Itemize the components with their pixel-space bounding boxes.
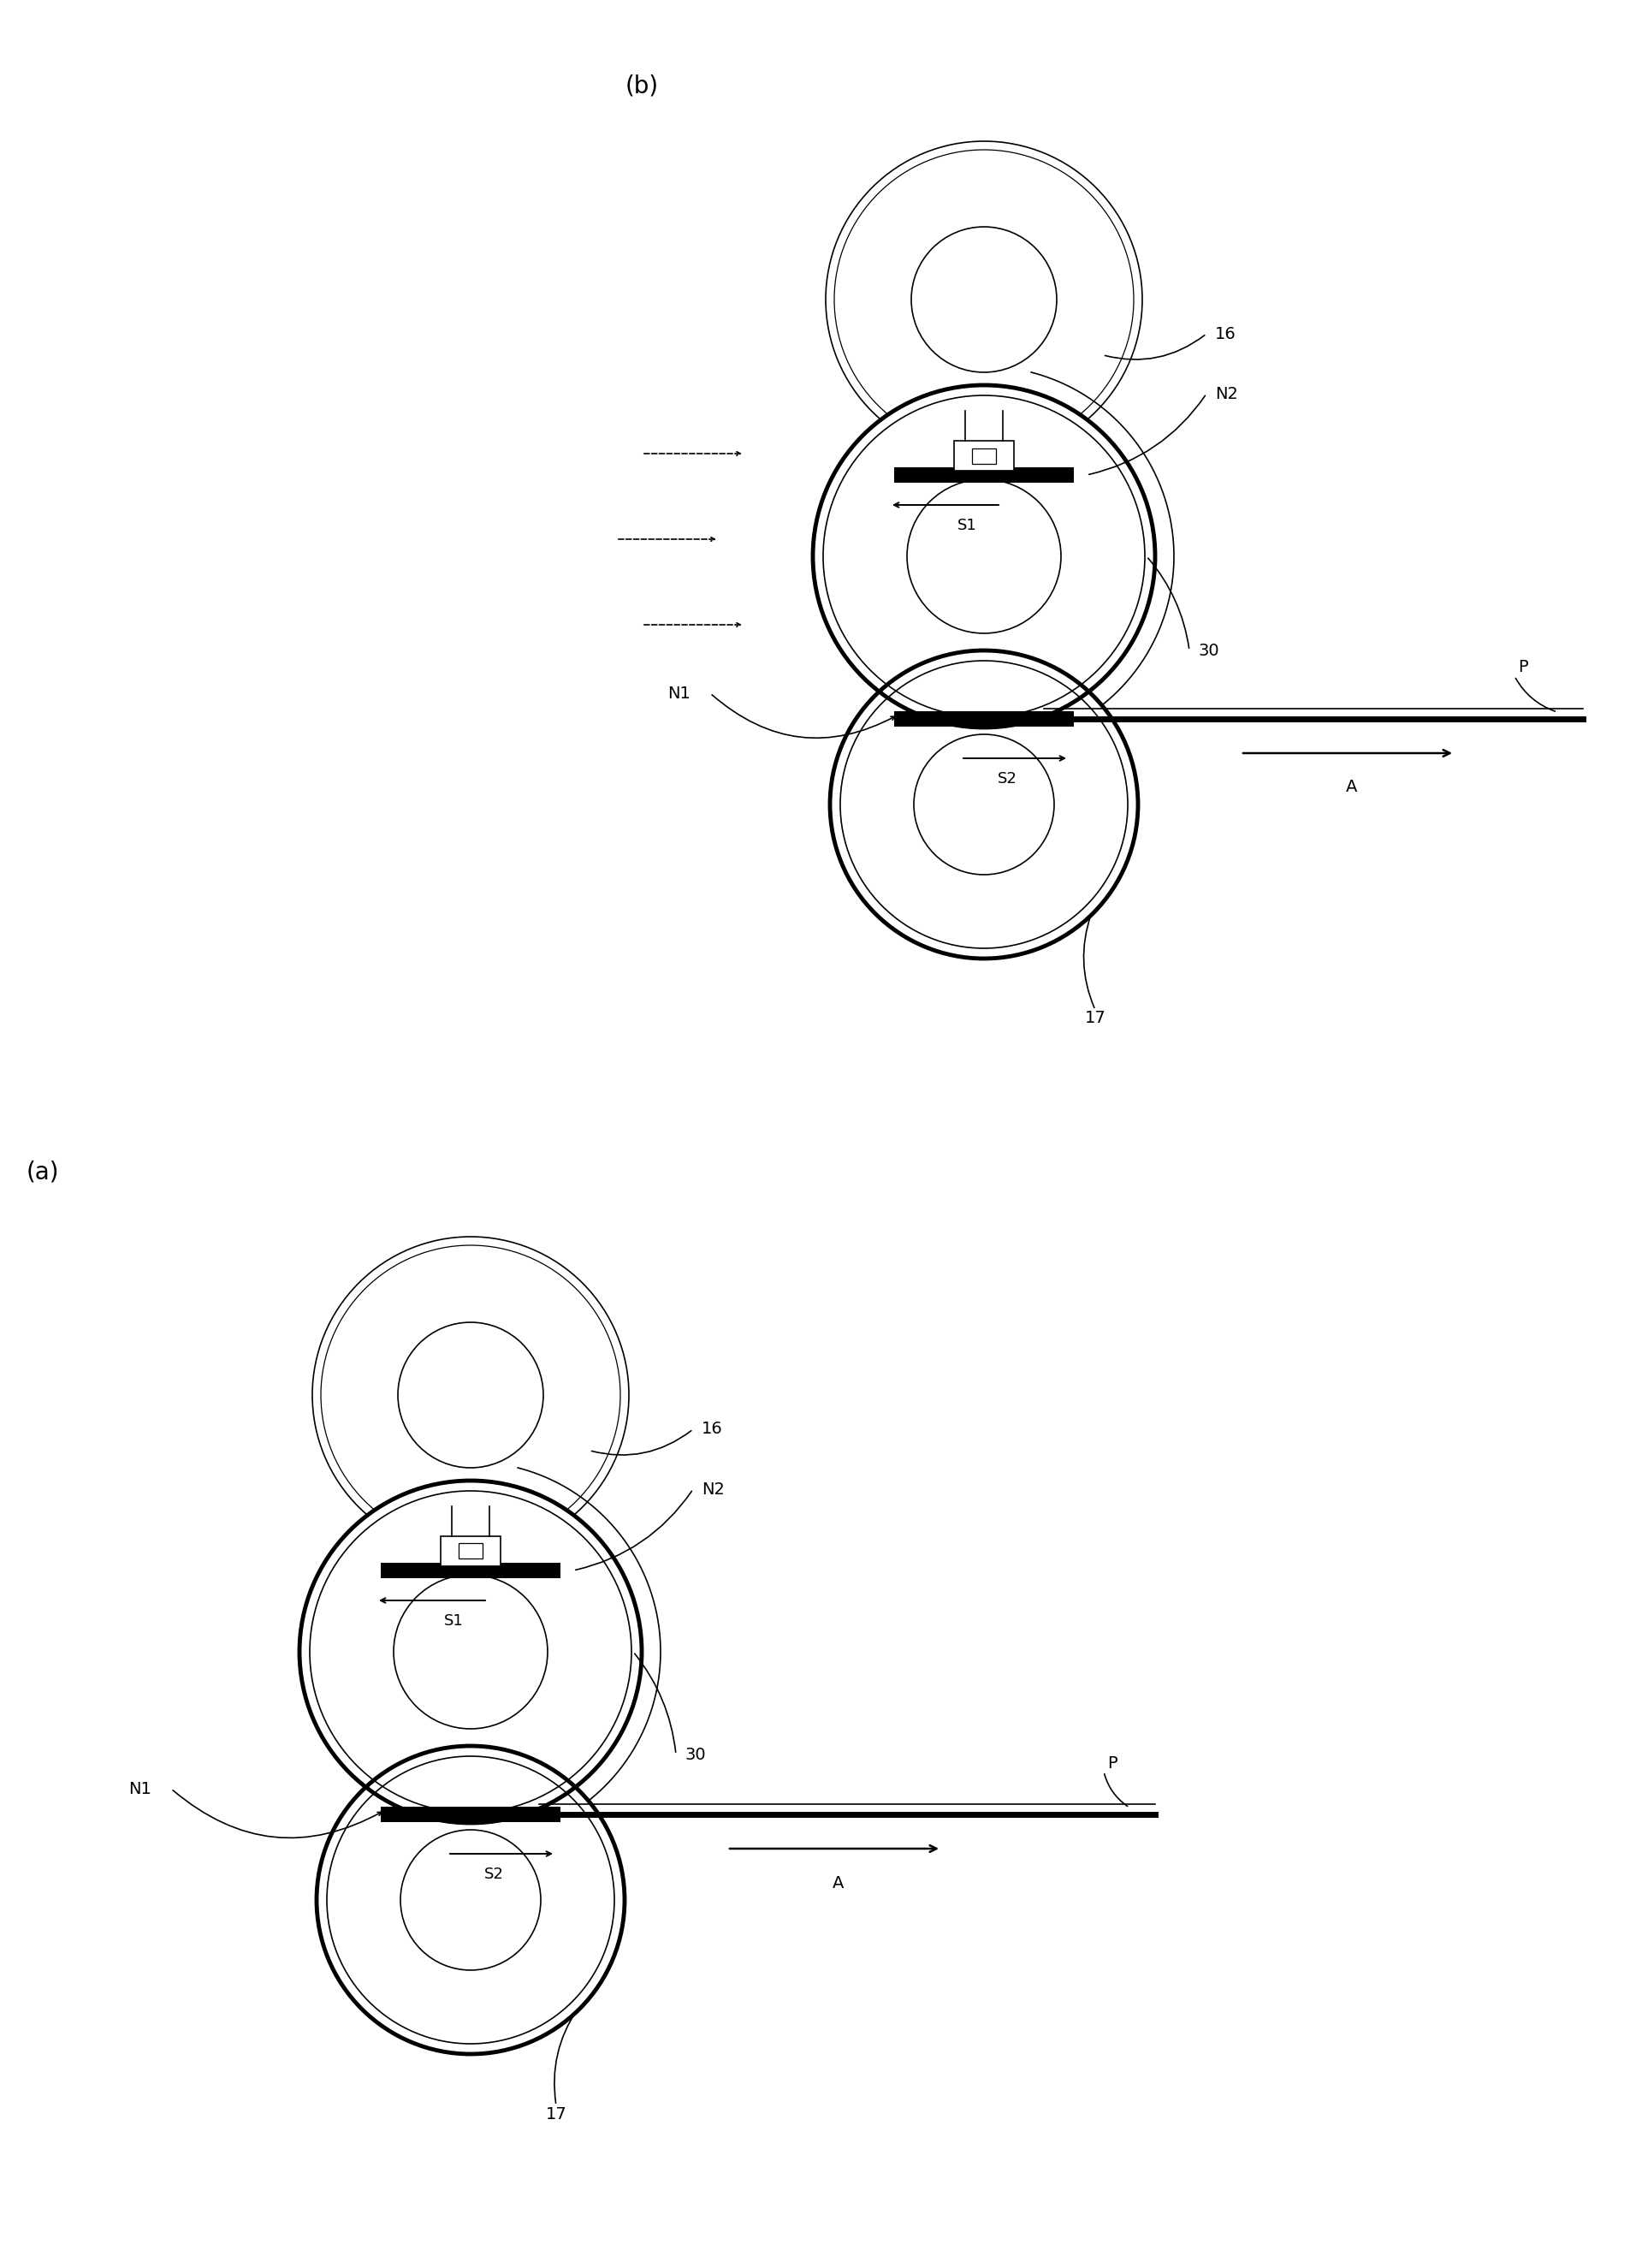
Text: S1: S1 (443, 1613, 463, 1628)
Text: P: P (1107, 1755, 1117, 1771)
Bar (458, 1545, 482, 1558)
Text: S2: S2 (484, 1867, 504, 1882)
Text: N1: N1 (129, 1780, 152, 1796)
Text: A: A (1345, 780, 1356, 796)
Bar (893, 467, 1073, 483)
Bar (893, 712, 1073, 726)
Bar (440, 1535, 500, 1567)
Text: P: P (1518, 660, 1527, 676)
Text: 16: 16 (701, 1422, 722, 1438)
Text: N2: N2 (1214, 386, 1237, 401)
Bar (380, 1563, 561, 1579)
Circle shape (398, 1322, 543, 1467)
Circle shape (825, 141, 1141, 458)
Bar (954, 440, 1014, 472)
Text: 17: 17 (1084, 1009, 1105, 1027)
Circle shape (313, 1236, 629, 1554)
Bar (380, 1808, 561, 1821)
Circle shape (300, 1481, 641, 1823)
Text: N2: N2 (701, 1481, 724, 1497)
Text: (a): (a) (26, 1161, 59, 1184)
Text: 30: 30 (1198, 642, 1218, 658)
Circle shape (316, 1746, 624, 2055)
Text: 17: 17 (546, 2105, 567, 2123)
Text: S2: S2 (998, 771, 1017, 787)
Text: (b): (b) (624, 73, 659, 98)
Text: 30: 30 (685, 1746, 706, 1762)
Text: S1: S1 (957, 517, 976, 533)
Circle shape (812, 386, 1154, 728)
Text: A: A (833, 1876, 844, 1892)
Bar (971, 449, 996, 463)
Text: 16: 16 (1214, 327, 1236, 342)
Text: N1: N1 (667, 685, 689, 701)
Circle shape (911, 227, 1056, 372)
Circle shape (830, 651, 1138, 959)
